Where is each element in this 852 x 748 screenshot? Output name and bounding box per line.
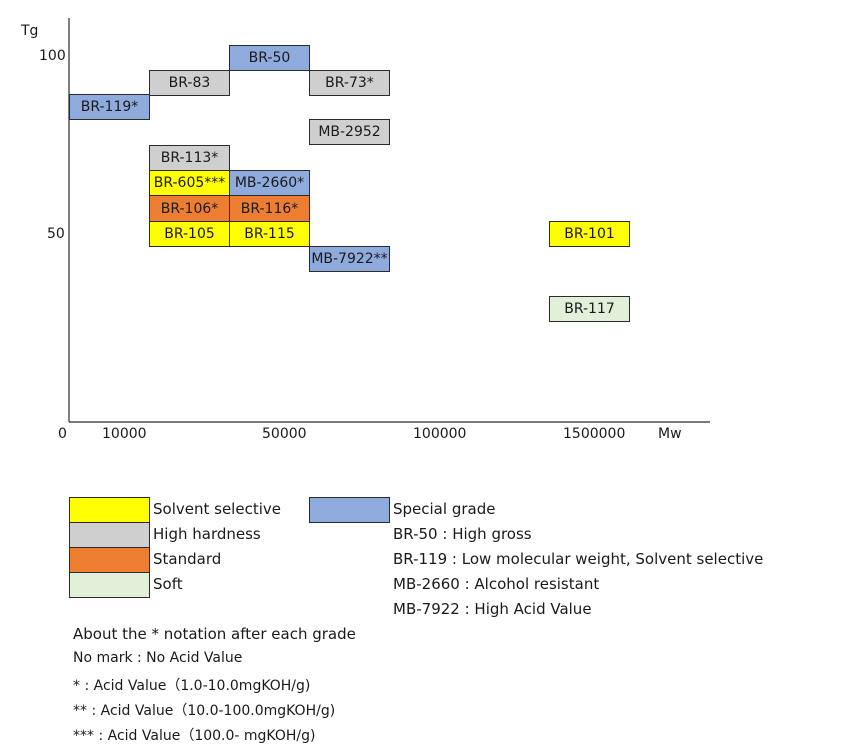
grade-br-101: BR-101	[549, 221, 630, 247]
note-triple-star: *** : Acid Value（100.0- mgKOH/g)	[73, 728, 316, 744]
grade-br-113: BR-113*	[149, 145, 230, 171]
note-no-mark: No mark : No Acid Value	[73, 650, 243, 666]
grade-br-105: BR-105	[149, 221, 230, 247]
grade-br-116: BR-116*	[229, 195, 310, 222]
grade-mb-7922: MB-7922**	[309, 246, 390, 272]
grade-br-50: BR-50	[229, 45, 310, 71]
x-tick-1500000: 1500000	[563, 426, 626, 442]
grade-mb-2660: MB-2660*	[229, 170, 310, 196]
legend-label-solvent: Solvent selective	[153, 500, 281, 518]
note-double-star: ** : Acid Value（10.0-100.0mgKOH/g)	[73, 703, 336, 719]
legend-label-standard: Standard	[153, 550, 222, 568]
y-axis-label: Tg	[21, 23, 39, 39]
legend-swatch-solvent	[69, 497, 150, 523]
grade-br-73: BR-73*	[309, 70, 390, 96]
grade-br-83: BR-83	[149, 70, 230, 96]
legend-swatch-hardness	[69, 522, 150, 548]
note-heading: About the * notation after each grade	[73, 625, 356, 643]
x-axis-label: Mw	[658, 426, 682, 442]
x-tick-50000: 50000	[262, 426, 307, 442]
legend-note-br-50: BR-50 : High gross	[393, 525, 532, 543]
legend-swatch-standard	[69, 547, 150, 573]
grade-br-117: BR-117	[549, 296, 630, 322]
grade-mb-2952: MB-2952	[309, 119, 390, 145]
legend-label-hardness: High hardness	[153, 525, 261, 543]
y-tick-100: 100	[39, 48, 66, 64]
grade-br-106: BR-106*	[149, 195, 230, 222]
legend-label-special: Special grade	[393, 500, 496, 518]
grade-br-119: BR-119*	[69, 94, 150, 120]
y-tick-50: 50	[47, 226, 65, 242]
legend-swatch-special	[309, 497, 390, 523]
grade-br-605: BR-605***	[149, 170, 230, 196]
legend-note-mb-2660: MB-2660 : Alcohol resistant	[393, 575, 600, 593]
legend-swatch-soft	[69, 572, 150, 598]
legend-label-soft: Soft	[153, 575, 183, 593]
x-tick-10000: 10000	[102, 426, 147, 442]
legend-note-mb-7922: MB-7922 : High Acid Value	[393, 600, 592, 618]
x-tick-0: 0	[58, 426, 67, 442]
legend-note-br-119: BR-119 : Low molecular weight, Solvent s…	[393, 550, 764, 568]
note-single-star: * : Acid Value（1.0-10.0mgKOH/g)	[73, 678, 311, 694]
grade-br-115: BR-115	[229, 221, 310, 247]
x-tick-100000: 100000	[413, 426, 467, 442]
